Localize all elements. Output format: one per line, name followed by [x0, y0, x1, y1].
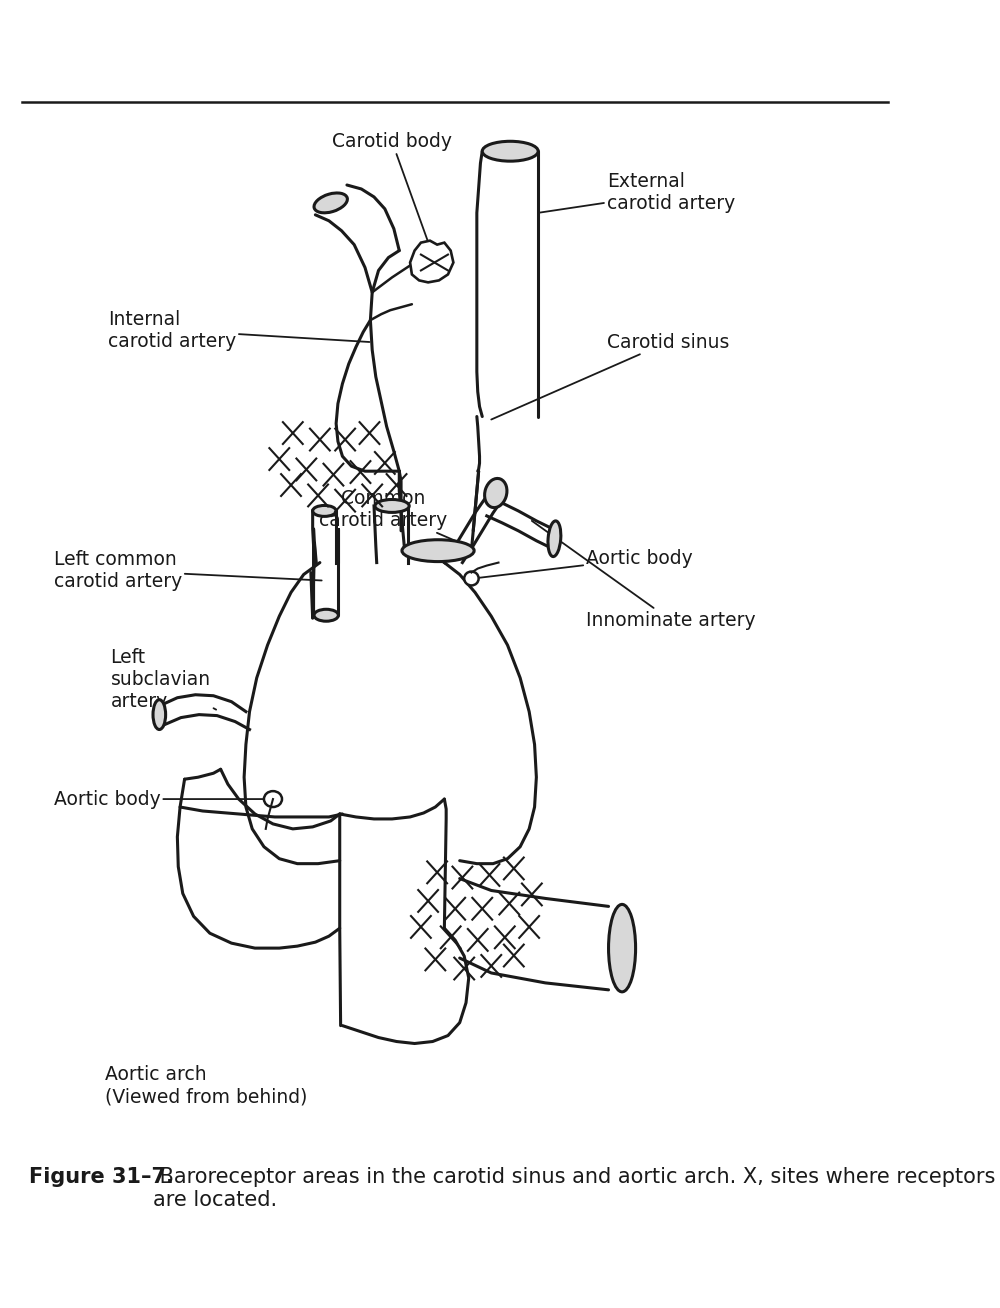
Ellipse shape	[153, 700, 166, 730]
Polygon shape	[410, 241, 453, 283]
Text: Figure 31–7.: Figure 31–7.	[29, 1167, 174, 1186]
Ellipse shape	[482, 141, 538, 161]
Text: Innominate artery: Innominate artery	[532, 521, 756, 629]
Text: External
carotid artery: External carotid artery	[538, 173, 735, 213]
Ellipse shape	[375, 500, 409, 513]
Text: Left common
carotid artery: Left common carotid artery	[54, 551, 322, 591]
Ellipse shape	[313, 505, 336, 517]
Ellipse shape	[314, 194, 347, 213]
Ellipse shape	[402, 540, 474, 561]
Text: Aortic arch
(Viewed from behind): Aortic arch (Viewed from behind)	[105, 1065, 308, 1107]
Ellipse shape	[485, 479, 507, 508]
Text: Aortic body: Aortic body	[473, 549, 693, 578]
Ellipse shape	[264, 791, 282, 807]
Ellipse shape	[609, 904, 636, 991]
Text: Carotid sinus: Carotid sinus	[491, 332, 729, 420]
Ellipse shape	[464, 572, 479, 586]
Ellipse shape	[314, 610, 338, 621]
Ellipse shape	[548, 521, 561, 557]
Text: Aortic body: Aortic body	[54, 790, 273, 808]
Text: Internal
carotid artery: Internal carotid artery	[108, 310, 369, 351]
Text: Carotid body: Carotid body	[332, 132, 452, 255]
Text: Common
carotid artery: Common carotid artery	[319, 489, 455, 540]
Text: Left
subclavian
artery: Left subclavian artery	[111, 649, 216, 712]
Text: Baroreceptor areas in the carotid sinus and aortic arch. X, sites where receptor: Baroreceptor areas in the carotid sinus …	[153, 1167, 995, 1210]
